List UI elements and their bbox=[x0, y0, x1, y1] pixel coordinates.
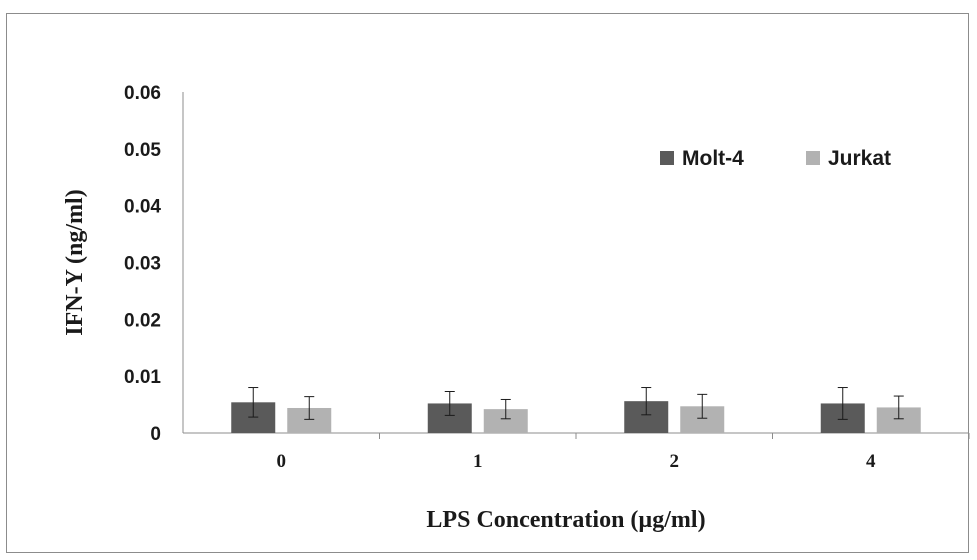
legend-label: Jurkat bbox=[828, 147, 891, 170]
error-bar bbox=[641, 387, 652, 416]
y-tick-label: 0.03 bbox=[124, 254, 161, 275]
legend-label: Molt-4 bbox=[682, 147, 744, 170]
error-bar bbox=[500, 398, 511, 420]
x-tick-label: 2 bbox=[670, 451, 680, 472]
bars bbox=[231, 387, 921, 433]
legend: Molt-4 Jurkat bbox=[660, 147, 891, 170]
legend-swatch bbox=[660, 151, 674, 165]
x-axis-title: LPS Concentration (µg/ml) bbox=[426, 507, 705, 533]
x-axis: 0 1 2 4 bbox=[183, 432, 970, 472]
error-bar bbox=[697, 393, 708, 419]
chart-frame bbox=[6, 13, 969, 553]
y-axis: 0 0.01 0.02 0.03 0.04 0.05 0.06 bbox=[124, 83, 184, 445]
legend-swatch bbox=[806, 151, 820, 165]
y-tick-label: 0.04 bbox=[124, 197, 161, 218]
y-axis-title: IFN-Y (ng/ml) bbox=[62, 189, 88, 335]
y-tick-label: 0 bbox=[150, 424, 161, 445]
error-bar bbox=[304, 396, 315, 420]
error-bar bbox=[893, 395, 904, 420]
y-tick-label: 0.01 bbox=[124, 367, 161, 388]
x-tick-label: 4 bbox=[866, 451, 876, 472]
bar-jurkat bbox=[483, 409, 528, 433]
y-tick-label: 0.02 bbox=[124, 310, 161, 331]
y-tick-label: 0.06 bbox=[124, 83, 161, 104]
x-tick-label: 1 bbox=[473, 451, 483, 472]
x-tick-label: 0 bbox=[277, 451, 287, 472]
y-tick-label: 0.05 bbox=[124, 140, 161, 161]
error-bar bbox=[248, 387, 259, 418]
error-bar bbox=[444, 391, 455, 416]
error-bar bbox=[837, 387, 848, 420]
